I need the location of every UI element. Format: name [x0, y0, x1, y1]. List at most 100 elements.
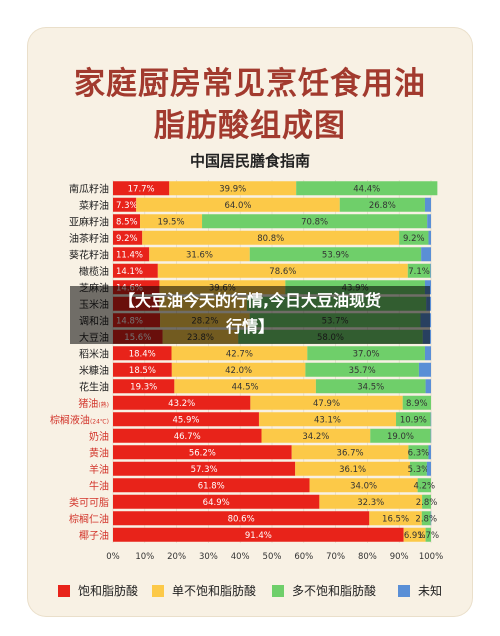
bar-segment: [113, 197, 137, 212]
bar-segment: [258, 412, 397, 427]
bar-segment: [136, 197, 340, 212]
bar-segment: [305, 362, 419, 377]
bar-segment: [113, 214, 141, 229]
data-label: 9.2%: [116, 234, 138, 244]
row-label: 油茶籽油: [69, 232, 109, 245]
x-tick-label: 70%: [326, 552, 345, 562]
bar-segment: [171, 362, 306, 377]
data-label: 57.3%: [191, 465, 218, 475]
bar-segment: [174, 379, 316, 394]
data-label: 17.7%: [128, 185, 155, 195]
data-label: 47.9%: [313, 399, 340, 409]
legend-swatch-saturated: [58, 584, 70, 597]
bar-segment: [421, 247, 431, 262]
row-label: 花生油: [79, 380, 109, 393]
data-label: 44.4%: [353, 185, 380, 195]
data-label: 4.2%: [414, 482, 436, 492]
data-label: 64.9%: [203, 498, 230, 508]
row-label-suffix: (24℃): [90, 418, 109, 425]
data-label: 34.2%: [302, 432, 329, 442]
row-label: 黄油: [89, 446, 109, 459]
bar-segment: [249, 247, 422, 262]
data-label: 56.2%: [189, 449, 216, 459]
bar-segment: [113, 511, 370, 526]
data-label: 14.1%: [116, 267, 143, 277]
bar-segment: [430, 428, 432, 443]
bar-segment: [407, 263, 431, 278]
row-label: 米糠油: [79, 364, 109, 377]
bar-segment: [369, 511, 422, 526]
data-label: 42.0%: [225, 366, 252, 376]
legend-label-saturated: 饱和脂肪酸: [78, 584, 139, 598]
bar-segment: [408, 445, 429, 460]
data-label: 10.9%: [400, 416, 427, 426]
bar-segment: [113, 362, 172, 377]
bar-segment: [295, 461, 411, 476]
bar-segment: [426, 461, 431, 476]
legend-unknown: 未知: [398, 582, 442, 599]
x-tick-label: 0%: [106, 552, 120, 562]
legend-swatch-mono: [152, 584, 164, 597]
data-label: 80.6%: [228, 515, 255, 525]
bar-segment: [140, 214, 203, 229]
bar-segment: [430, 511, 432, 526]
bar-segment: [396, 412, 431, 427]
bar-segment: [171, 346, 308, 361]
data-label: 19.0%: [387, 432, 414, 442]
legend-saturated: 饱和脂肪酸: [58, 582, 138, 599]
legend-label-unknown: 未知: [418, 584, 443, 598]
bar-segment: [425, 379, 431, 394]
row-label: 羊油: [89, 463, 109, 476]
bar-segment: [424, 197, 431, 212]
chart-subtitle: 中国居民膳食指南: [189, 152, 310, 170]
bar-segment: [113, 346, 172, 361]
data-label: 1.7%: [417, 531, 439, 541]
bar-segment: [113, 263, 158, 278]
bar-segment: [261, 428, 371, 443]
row-label: 棕榈液油(24℃): [50, 413, 109, 426]
row-label: 牛油: [89, 479, 109, 492]
row-label: 南瓜籽油: [69, 182, 109, 195]
data-label: 36.1%: [339, 465, 366, 475]
x-tick-label: 90%: [390, 552, 409, 562]
bar-segment: [309, 478, 418, 493]
x-tick-label: 60%: [294, 552, 313, 562]
legend-swatch-unknown: [398, 584, 410, 597]
bar-segment: [149, 247, 250, 262]
bar-segment: [113, 379, 175, 394]
bar-segment: [113, 181, 170, 196]
data-label: 44.5%: [232, 383, 259, 393]
x-tick-label: 50%: [263, 552, 282, 562]
data-label: 19.5%: [158, 218, 185, 228]
legend-poly: 多不饱和脂肪酸: [272, 582, 376, 599]
data-label: 36.7%: [337, 449, 364, 459]
data-label: 16.5%: [382, 515, 409, 525]
headline-overlay-text: 【大豆油今天的行情,今日大豆油现货 行情】: [70, 288, 430, 340]
data-label: 34.5%: [357, 383, 384, 393]
data-label: 64.0%: [224, 201, 251, 211]
row-label: 类可可脂: [69, 496, 109, 509]
bar-segment: [430, 412, 432, 427]
bar-segment: [428, 230, 431, 245]
data-label: 34.0%: [350, 482, 377, 492]
bar-segment: [319, 494, 423, 509]
data-label: 8.5%: [116, 218, 138, 228]
data-label: 32.3%: [357, 498, 384, 508]
row-label: 稻米油: [79, 347, 109, 360]
page-title-line2: 脂肪酸组成图: [154, 108, 346, 144]
data-label: 45.9%: [172, 416, 199, 426]
bar-segment: [113, 527, 404, 542]
x-tick-label: 100%: [419, 552, 443, 562]
bar-segment: [113, 494, 320, 509]
bar-segment: [315, 379, 426, 394]
bar-segment: [202, 214, 428, 229]
data-label: 78.6%: [269, 267, 296, 277]
legend-mono: 单不饱和脂肪酸: [152, 582, 256, 599]
data-label: 46.7%: [174, 432, 201, 442]
data-label: 6.9%: [404, 531, 426, 541]
data-label: 2.8%: [416, 498, 438, 508]
data-label: 35.7%: [349, 366, 376, 376]
row-label: 亚麻籽油: [69, 215, 109, 228]
bar-segment: [142, 230, 400, 245]
data-label: 18.4%: [129, 350, 156, 360]
